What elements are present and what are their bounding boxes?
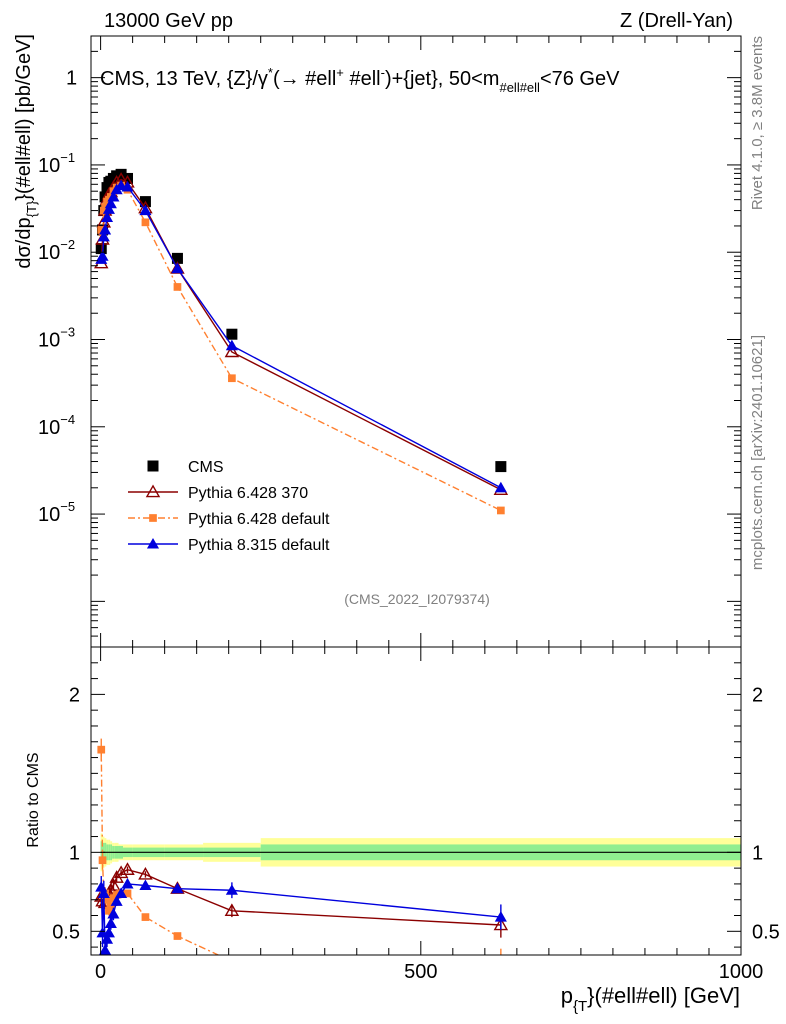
y-tick-label: 1 bbox=[66, 68, 77, 90]
main-frame bbox=[90, 35, 742, 648]
ratio-point bbox=[99, 944, 112, 955]
data-point bbox=[224, 344, 240, 358]
ratio-ylabel: Ratio to CMS bbox=[25, 752, 42, 847]
ratio-frame bbox=[90, 646, 742, 956]
legend-marker bbox=[149, 514, 157, 522]
ratio-point bbox=[120, 862, 135, 875]
ratio-point bbox=[100, 933, 114, 944]
ratio-point bbox=[102, 926, 115, 938]
data-point bbox=[494, 481, 507, 493]
data-point bbox=[122, 172, 134, 184]
series-line bbox=[100, 184, 502, 489]
data-point bbox=[97, 230, 110, 242]
ratio-y-label-left: 2 bbox=[69, 684, 80, 706]
main-title: CMS, 13 TeV, {Z}/γ*(→ #ell+ #ell-)+{jet}… bbox=[100, 65, 620, 95]
ratio-y-label-left: 0.5 bbox=[52, 921, 80, 943]
legend-marker bbox=[145, 484, 161, 498]
main-ylabel: dσ/dp{T}}(#ell#ell) [pb/GeV] bbox=[13, 34, 39, 269]
ratio-y-label-left: 1 bbox=[69, 842, 80, 864]
y-tick-label: 10−3 bbox=[38, 325, 75, 352]
data-point bbox=[102, 203, 115, 214]
legend-marker bbox=[147, 460, 159, 472]
ratio-panel: 2 2 1 1 0.5 0.5 0 500 1000 Ratio to CMS p{T}(#el… bbox=[25, 646, 780, 1015]
ratio-x-label: 0 bbox=[95, 961, 106, 983]
legend-label: Pythia 6.428 default bbox=[188, 511, 330, 528]
main-panel: 1 10−1 10−2 10−3 10−4 10−5 CMS, 13 TeV, {Z}/γ… bbox=[13, 34, 742, 648]
ratio-point bbox=[104, 917, 117, 928]
ratio-point bbox=[107, 902, 115, 910]
data-point bbox=[121, 180, 134, 192]
ratio-axis-ticks: 2 2 1 1 0.5 0.5 0 500 1000 bbox=[52, 647, 780, 983]
data-point bbox=[101, 203, 109, 211]
ratio-xlabel: p{T}(#ell#ell) [GeV] bbox=[561, 983, 740, 1015]
ratio-point bbox=[112, 891, 121, 899]
data-point bbox=[96, 250, 109, 261]
data-point bbox=[171, 252, 183, 264]
ratio-point bbox=[138, 866, 153, 880]
ratio-point bbox=[494, 911, 507, 922]
ratio-x-label: 1000 bbox=[719, 961, 764, 983]
ratio-point bbox=[121, 877, 134, 889]
data-point bbox=[100, 211, 114, 223]
ratio-series-line bbox=[100, 883, 501, 951]
ratio-point bbox=[98, 856, 107, 865]
data-point bbox=[497, 506, 505, 515]
ratio-point bbox=[497, 957, 505, 965]
series-line bbox=[100, 178, 502, 491]
rivet-version-label: Rivet 4.1.0, ≥ 3.8M events bbox=[749, 36, 766, 210]
data-point bbox=[495, 461, 507, 473]
data-point bbox=[104, 197, 117, 209]
data-point bbox=[107, 190, 120, 202]
ratio-point bbox=[228, 957, 236, 965]
ratio-y-label-right: 0.5 bbox=[752, 921, 780, 943]
legend-marker bbox=[146, 537, 160, 549]
ratio-point bbox=[115, 887, 128, 898]
ratio-point bbox=[171, 882, 184, 894]
ratio-point bbox=[106, 878, 121, 891]
ratio-point bbox=[113, 865, 129, 879]
data-point bbox=[141, 218, 150, 227]
series-line bbox=[100, 184, 502, 512]
ratio-point bbox=[225, 884, 238, 895]
data-point bbox=[95, 243, 107, 255]
y-tick-label: 10−1 bbox=[38, 150, 75, 177]
legend-label: Pythia 6.428 370 bbox=[188, 485, 308, 502]
ratio-x-label: 500 bbox=[404, 961, 437, 983]
ratio-point bbox=[110, 895, 123, 906]
ratio-point bbox=[139, 879, 152, 891]
data-point bbox=[225, 339, 238, 351]
data-point bbox=[139, 204, 152, 216]
y-tick-label: 10−2 bbox=[38, 237, 75, 264]
header-left: 13000 GeV pp bbox=[104, 10, 233, 32]
ratio-point bbox=[107, 907, 120, 919]
ratio-point bbox=[103, 895, 111, 904]
ratio-point bbox=[141, 913, 150, 921]
mcplots-label: mcplots.cern.ch [arXiv:2401.10621] bbox=[749, 335, 766, 570]
header-right: Z (Drell-Yan) bbox=[620, 10, 733, 32]
ratio-point bbox=[97, 745, 106, 754]
legend-label: Pythia 8.315 default bbox=[188, 537, 330, 554]
ratio-point bbox=[224, 903, 240, 917]
data-point bbox=[226, 328, 238, 340]
legend: CMS Pythia 6.428 370 Pythia 6.428 default P… bbox=[128, 459, 330, 554]
data-point bbox=[99, 223, 112, 235]
ratio-point bbox=[173, 932, 182, 940]
ratio-y-label-right: 2 bbox=[752, 684, 763, 706]
data-point bbox=[173, 283, 182, 291]
data-point bbox=[228, 374, 236, 383]
ratio-y-label-right: 1 bbox=[752, 842, 763, 864]
ratio-point bbox=[123, 889, 132, 898]
ratio-point bbox=[105, 906, 113, 915]
y-tick-label: 10−4 bbox=[38, 412, 75, 439]
legend-label: CMS bbox=[188, 459, 224, 476]
y-tick-label: 10−5 bbox=[38, 499, 75, 526]
ratio-point bbox=[97, 887, 110, 898]
main-axis-ticks: 1 10−1 10−2 10−3 10−4 10−5 bbox=[38, 35, 742, 648]
data-point bbox=[171, 262, 184, 274]
ratio-point bbox=[95, 881, 108, 892]
analysis-id-watermark: (CMS_2022_I2079374) bbox=[344, 591, 490, 607]
